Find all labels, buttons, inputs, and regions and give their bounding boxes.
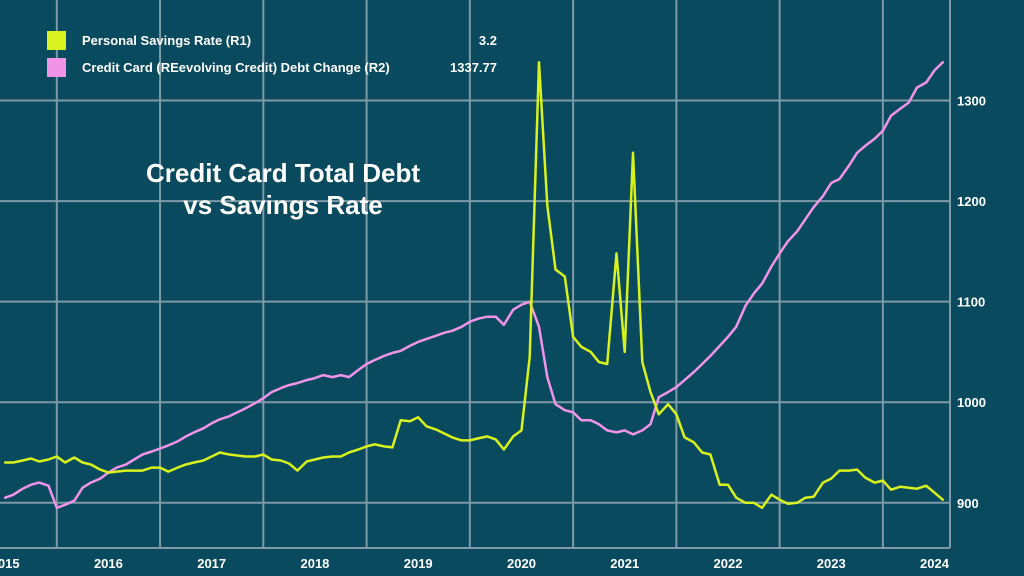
x-tick-label: 2016 <box>94 556 123 571</box>
series-line-savings-rate <box>3 61 945 510</box>
legend: Personal Savings Rate (R1) 3.2 Credit Ca… <box>47 31 497 77</box>
x-tick-label: 2023 <box>817 556 846 571</box>
x-tick-label: 2019 <box>404 556 433 571</box>
x-tick-label: 2022 <box>714 556 743 571</box>
legend-label-savings-rate: Personal Savings Rate (R1) <box>82 33 251 48</box>
x-tick-label: 2018 <box>300 556 329 571</box>
legend-item-savings-rate: Personal Savings Rate (R1) 3.2 <box>47 31 497 50</box>
series-layer <box>3 61 945 510</box>
y-tick-label: 1000 <box>957 395 986 410</box>
x-tick-label: 2015 <box>0 556 20 571</box>
legend-swatch-savings-rate <box>47 31 66 50</box>
y-tick-label: 900 <box>957 496 979 511</box>
legend-item-credit-card-debt: Credit Card (REevolving Credit) Debt Cha… <box>47 58 497 77</box>
legend-value-savings-rate: 3.2 <box>479 33 497 48</box>
legend-label-credit-card-debt: Credit Card (REevolving Credit) Debt Cha… <box>82 60 390 75</box>
x-tick-label: 2017 <box>197 556 226 571</box>
y-tick-label: 1100 <box>957 295 985 310</box>
x-tick-label: 2021 <box>610 556 639 571</box>
axis-layer: 2015 2016 2017 2018 2019 2020 2021 2022 2023 2024… <box>0 94 986 571</box>
chart-title-line-2: vs Savings Rate <box>183 190 382 220</box>
chart-title: Credit Card Total Debt vs Savings Rate <box>146 158 420 220</box>
x-tick-label: 2020 <box>507 556 536 571</box>
legend-swatch-credit-card-debt <box>47 58 66 77</box>
x-tick-label: 2024 <box>920 556 950 571</box>
y-tick-label: 1200 <box>957 194 986 209</box>
legend-value-credit-card-debt: 1337.77 <box>450 60 497 75</box>
chart-title-line-1: Credit Card Total Debt <box>146 158 420 188</box>
series-line-credit-card-debt <box>3 61 945 510</box>
grid-layer <box>0 0 951 549</box>
y-tick-label: 1300 <box>957 94 986 109</box>
